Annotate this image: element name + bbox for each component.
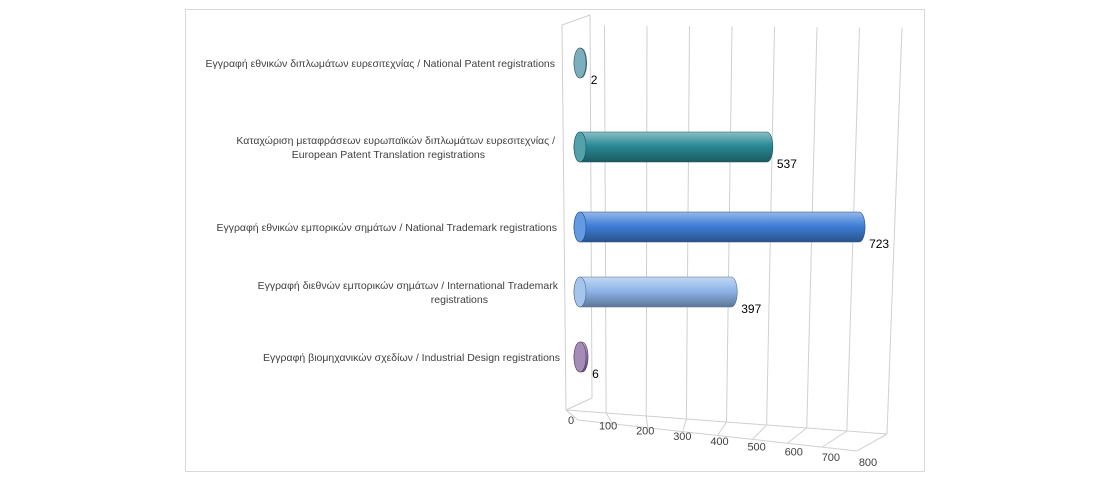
bar-cap xyxy=(573,276,587,308)
gridline-floor xyxy=(717,421,727,436)
bar-body xyxy=(573,211,866,243)
bar-body xyxy=(573,276,738,308)
data-label: 2 xyxy=(591,73,598,87)
x-tick-label: 0 xyxy=(568,415,574,427)
bar-cylinder xyxy=(573,211,866,243)
floor-right-edge xyxy=(856,433,888,452)
x-tick-label: 100 xyxy=(599,420,617,432)
x-tick-label: 700 xyxy=(822,452,840,464)
data-label: 723 xyxy=(869,237,889,251)
x-tick-label: 600 xyxy=(785,447,803,459)
gridline-wall xyxy=(561,24,567,411)
bar-cylinder xyxy=(573,131,774,163)
x-tick-label: 400 xyxy=(710,436,728,448)
category-label: Καταχώριση μεταφράσεων ευρωπαϊκών διπλωμ… xyxy=(236,135,555,161)
x-tick-label: 200 xyxy=(636,426,654,438)
category-label: Εγγραφή εθνικών εμπορικών σημάτων / Nati… xyxy=(216,222,557,234)
bars-layer xyxy=(573,47,866,373)
category-label: Εγγραφή βιομηχανικών σχεδίων / Industria… xyxy=(263,352,560,364)
category-label: Εγγραφή διεθνών εμπορικών σηµάτων / Inte… xyxy=(258,280,559,306)
bar-cap xyxy=(573,341,587,373)
gridline-floor xyxy=(682,418,687,432)
gridline-wall xyxy=(886,27,903,435)
side-wall xyxy=(561,14,593,411)
bar-cylinder xyxy=(573,47,587,79)
labels-layer: 0 100 200 300 400 500 600 700 800 2 Εγγραφή εθνικώ… xyxy=(206,58,890,469)
bar-cap xyxy=(573,131,587,163)
x-tick-label: 300 xyxy=(673,431,691,443)
category-label: Εγγραφή εθνικών διπλωμάτων ευρεσιτεχνίας… xyxy=(206,58,556,70)
x-tick-label: 800 xyxy=(859,457,877,469)
bar-body xyxy=(573,131,774,163)
floor-front-edge xyxy=(577,419,858,452)
chart-frame xyxy=(185,9,925,472)
bar-cap xyxy=(573,211,587,243)
x-tick-label: 500 xyxy=(747,441,765,453)
gridline-floor xyxy=(645,415,649,428)
gridline-floor xyxy=(752,424,767,440)
data-label: 6 xyxy=(592,367,599,381)
floor-back-edge xyxy=(565,409,888,435)
floor-left-edge xyxy=(565,409,579,421)
gridline-floor xyxy=(821,430,848,448)
gridline-floor xyxy=(786,427,808,444)
data-label: 397 xyxy=(741,302,761,316)
bar-cap xyxy=(573,47,587,79)
bar-cylinder xyxy=(573,341,589,373)
gridline-floor xyxy=(605,412,614,425)
data-label: 537 xyxy=(777,157,797,171)
bar-cylinder xyxy=(573,276,738,308)
